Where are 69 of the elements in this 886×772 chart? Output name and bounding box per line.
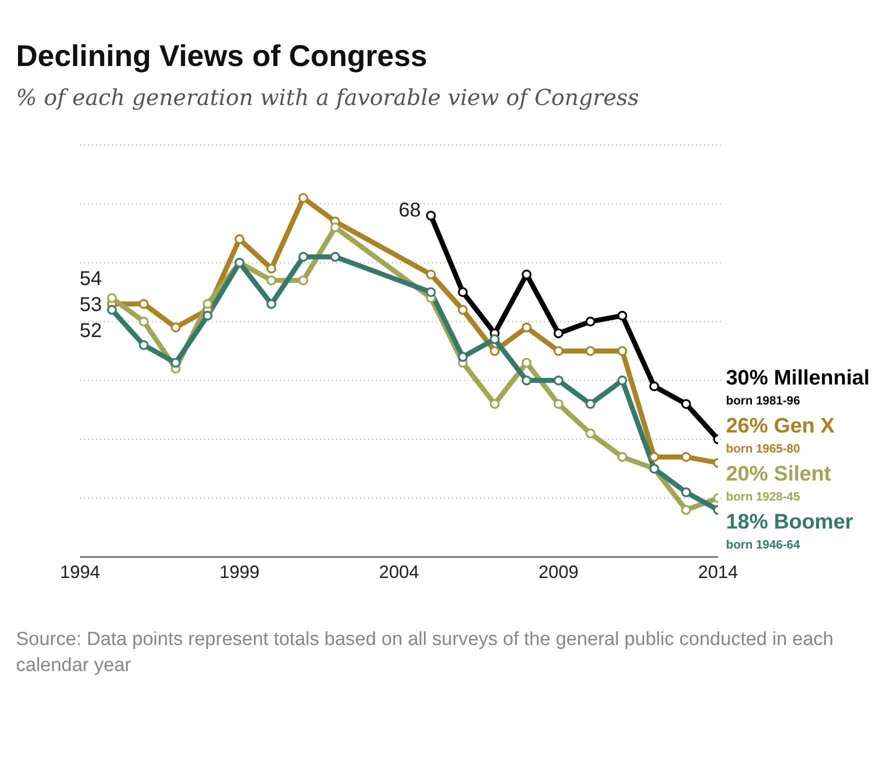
point bbox=[107, 304, 117, 315]
point bbox=[586, 316, 596, 326]
text: 26% Gen X bbox=[726, 414, 835, 438]
source-note: Source: Data points represent totals based on all surveys of the general public conducted in each calendar year bbox=[16, 628, 835, 678]
text: born 1928-45 bbox=[726, 489, 800, 504]
text: born 1946-64 bbox=[726, 537, 800, 552]
point bbox=[649, 381, 660, 392]
point bbox=[681, 452, 691, 462]
point bbox=[522, 270, 532, 280]
point bbox=[586, 399, 596, 409]
chart-subtitle: % of each generation with a favorable view of Congress bbox=[16, 86, 640, 111]
point bbox=[107, 293, 117, 303]
point bbox=[681, 487, 691, 498]
point bbox=[522, 322, 532, 332]
point bbox=[458, 352, 468, 362]
x-tick-label: 2009 bbox=[538, 562, 579, 582]
text: 30% Millennial bbox=[726, 366, 870, 390]
point bbox=[490, 346, 500, 356]
point bbox=[490, 334, 500, 344]
point bbox=[554, 399, 564, 409]
chart-title: Declining Views of Congress bbox=[16, 40, 428, 74]
data-label: 52 bbox=[80, 320, 102, 342]
x-tick-label: 1999 bbox=[219, 562, 260, 582]
x-tick-label: 1994 bbox=[60, 562, 100, 582]
point bbox=[138, 340, 149, 350]
point bbox=[138, 316, 149, 326]
point bbox=[586, 428, 596, 438]
point bbox=[522, 376, 532, 386]
point bbox=[490, 399, 500, 409]
point bbox=[649, 452, 660, 462]
text: 20% Silent bbox=[726, 462, 832, 486]
point bbox=[234, 234, 244, 244]
x-tick-label: 2014 bbox=[698, 562, 738, 582]
point bbox=[202, 310, 212, 321]
point bbox=[458, 287, 468, 298]
point bbox=[554, 328, 564, 338]
point bbox=[298, 193, 308, 203]
point bbox=[554, 346, 564, 356]
point bbox=[617, 346, 628, 356]
point bbox=[202, 299, 212, 309]
point bbox=[617, 310, 628, 321]
text: born 1965-80 bbox=[726, 441, 800, 456]
point bbox=[617, 452, 628, 462]
x-tick-label: 2004 bbox=[378, 562, 420, 582]
point bbox=[426, 287, 436, 298]
data-label: 68 bbox=[398, 200, 421, 222]
text: born 1981-96 bbox=[726, 393, 800, 408]
point bbox=[266, 299, 276, 309]
point bbox=[458, 304, 468, 315]
point bbox=[330, 222, 340, 232]
point bbox=[617, 376, 628, 386]
data-label: 53 bbox=[80, 294, 102, 316]
point bbox=[426, 270, 436, 280]
point bbox=[138, 299, 149, 309]
point bbox=[522, 358, 532, 368]
point bbox=[681, 399, 691, 409]
point bbox=[298, 252, 308, 262]
point bbox=[266, 275, 276, 286]
point bbox=[330, 252, 340, 262]
point bbox=[426, 210, 436, 221]
text: 18% Boomer bbox=[726, 510, 854, 534]
point bbox=[681, 505, 691, 515]
point bbox=[554, 376, 564, 386]
point bbox=[170, 358, 181, 368]
point bbox=[266, 264, 276, 274]
point bbox=[586, 346, 596, 356]
point bbox=[298, 275, 308, 286]
data-label: 54 bbox=[80, 268, 102, 290]
point bbox=[170, 322, 181, 332]
